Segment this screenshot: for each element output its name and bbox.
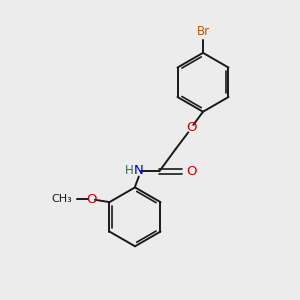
Text: H: H <box>125 164 134 176</box>
Text: O: O <box>187 121 197 134</box>
Text: N: N <box>134 164 144 176</box>
Text: O: O <box>87 193 97 206</box>
Text: CH₃: CH₃ <box>51 194 72 204</box>
Text: Br: Br <box>196 25 210 38</box>
Text: O: O <box>186 165 197 178</box>
